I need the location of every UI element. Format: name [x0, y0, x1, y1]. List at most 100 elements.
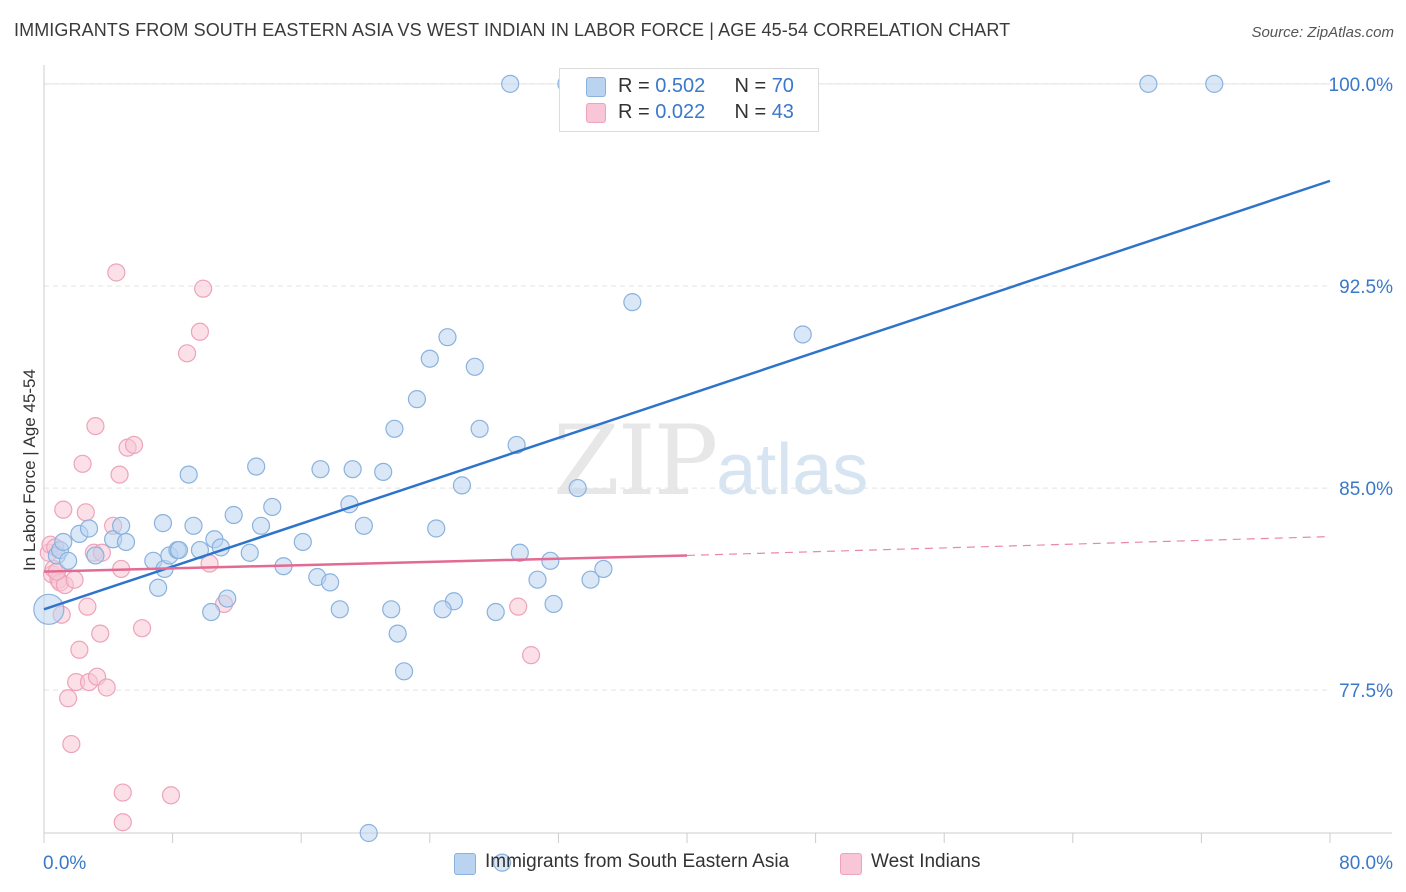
legend-n-label: N = — [734, 101, 772, 123]
south-eastern-asia-point — [251, 516, 271, 535]
south-eastern-asia-point — [184, 516, 203, 535]
south-eastern-asia-point — [179, 465, 198, 484]
legend-label: West Indians — [871, 851, 981, 872]
south-eastern-asia-point — [343, 460, 362, 479]
west-indians-point — [124, 435, 144, 455]
west-indians-point — [54, 500, 73, 519]
west-indians-trendline — [43, 554, 688, 573]
south-eastern-asia-point — [330, 600, 349, 619]
legend-n-value: 70 — [771, 75, 794, 97]
west-indians-point — [70, 640, 89, 659]
south-eastern-asia-trendline — [43, 179, 1331, 611]
west-indians-point — [509, 597, 528, 616]
south-eastern-asia-point — [354, 516, 373, 535]
south-eastern-asia-point — [486, 602, 505, 622]
south-eastern-asia-point — [541, 551, 560, 570]
y-tick-label: 85.0% — [1339, 479, 1393, 500]
west-indians-point — [107, 263, 126, 282]
south-eastern-asia-point — [112, 516, 131, 535]
south-eastern-asia-point — [79, 519, 99, 538]
south-eastern-asia-point — [501, 74, 520, 93]
west-indians-trendline-extension — [686, 535, 1331, 557]
south-eastern-asia-point — [202, 602, 221, 622]
watermark-atlas: atlas — [716, 430, 869, 510]
south-eastern-asia-point — [528, 570, 547, 589]
legend-n-label: N = — [734, 75, 772, 97]
south-eastern-asia-point — [1205, 74, 1224, 93]
legend-swatch-blue — [586, 77, 606, 97]
west-indians-point — [521, 646, 541, 665]
west-indians-point — [76, 503, 95, 522]
west-indians-point — [194, 279, 213, 298]
west-indians-point — [65, 570, 84, 589]
south-eastern-asia-point — [218, 589, 237, 608]
south-eastern-asia-point — [149, 578, 168, 597]
legend-r-value: 0.502 — [655, 75, 706, 97]
south-eastern-asia-point — [116, 532, 136, 552]
y-axis-label: In Labor Force | Age 45-54 — [20, 369, 39, 571]
legend-label: Immigrants from South Eastern Asia — [485, 851, 790, 872]
south-eastern-asia-point — [263, 497, 282, 517]
south-eastern-asia-point — [394, 662, 414, 681]
south-eastern-asia-point — [623, 293, 642, 312]
south-eastern-asia-point — [311, 460, 330, 479]
west-indians-point — [91, 624, 110, 643]
west-indians-point — [113, 783, 132, 802]
south-eastern-asia-point — [153, 514, 173, 533]
source-label: Source: ZipAtlas.com — [1251, 24, 1394, 41]
correlation-legend: R = 0.502 N = 70 R = 0.022 N = 43 — [559, 68, 819, 132]
west-indians-point — [161, 786, 181, 805]
watermark: ZIPatlas — [553, 405, 868, 517]
south-eastern-asia-point — [452, 476, 472, 495]
south-eastern-asia-point — [510, 543, 529, 562]
south-eastern-asia-point — [465, 357, 484, 376]
x-tick-label-max: 80.0% — [1339, 853, 1393, 874]
south-eastern-asia-point — [86, 546, 105, 565]
legend-swatch-blue — [454, 853, 476, 875]
south-eastern-asia-point — [594, 559, 613, 579]
west-indians-point — [86, 416, 105, 436]
south-eastern-asia-point — [293, 532, 312, 552]
south-eastern-asia-point — [247, 457, 266, 476]
chart-title: IMMIGRANTS FROM SOUTH EASTERN ASIA VS WE… — [14, 20, 1011, 40]
west-indians-point — [62, 734, 81, 754]
x-tick-label-min: 0.0% — [43, 853, 87, 874]
legend-swatch-pink — [840, 853, 862, 875]
legend-n-value: 43 — [771, 101, 794, 123]
south-eastern-asia-point — [33, 593, 65, 625]
south-eastern-asia-point — [433, 600, 452, 619]
west-indians-point — [97, 678, 116, 697]
south-eastern-asia-point — [382, 600, 401, 619]
south-eastern-asia-point — [544, 594, 563, 614]
west-indians-point — [78, 597, 97, 616]
west-indians-point — [132, 619, 152, 638]
y-tick-label: 77.5% — [1339, 681, 1393, 702]
south-eastern-asia-point — [493, 853, 512, 872]
south-eastern-asia-point — [581, 570, 600, 589]
legend-r-label: R = — [618, 101, 656, 123]
west-indians-point — [113, 813, 132, 832]
south-eastern-asia-point — [407, 390, 427, 409]
south-eastern-asia-point — [420, 349, 439, 368]
south-eastern-asia-point — [59, 551, 78, 570]
south-eastern-asia-point — [385, 419, 404, 438]
south-eastern-asia-point — [321, 573, 340, 592]
west-indians-point — [190, 322, 210, 341]
south-eastern-asia-point — [240, 543, 259, 562]
legend-swatch-pink — [586, 103, 606, 123]
legend-r-label: R = — [618, 75, 656, 97]
south-eastern-asia-point — [427, 519, 446, 538]
legend-r-value: 0.022 — [655, 101, 706, 123]
y-tick-label: 100.0% — [1329, 75, 1394, 96]
west-indians-point — [73, 454, 92, 473]
south-eastern-asia-point — [438, 328, 457, 347]
west-indians-point — [177, 344, 197, 363]
south-eastern-asia-point — [359, 823, 378, 843]
series-legend: Immigrants from South Eastern Asia West … — [0, 851, 1406, 877]
south-eastern-asia-point — [470, 419, 489, 438]
south-eastern-asia-point — [374, 462, 393, 482]
south-eastern-asia-point — [1139, 74, 1158, 93]
south-eastern-asia-point — [224, 505, 243, 525]
south-eastern-asia-point — [54, 532, 73, 552]
